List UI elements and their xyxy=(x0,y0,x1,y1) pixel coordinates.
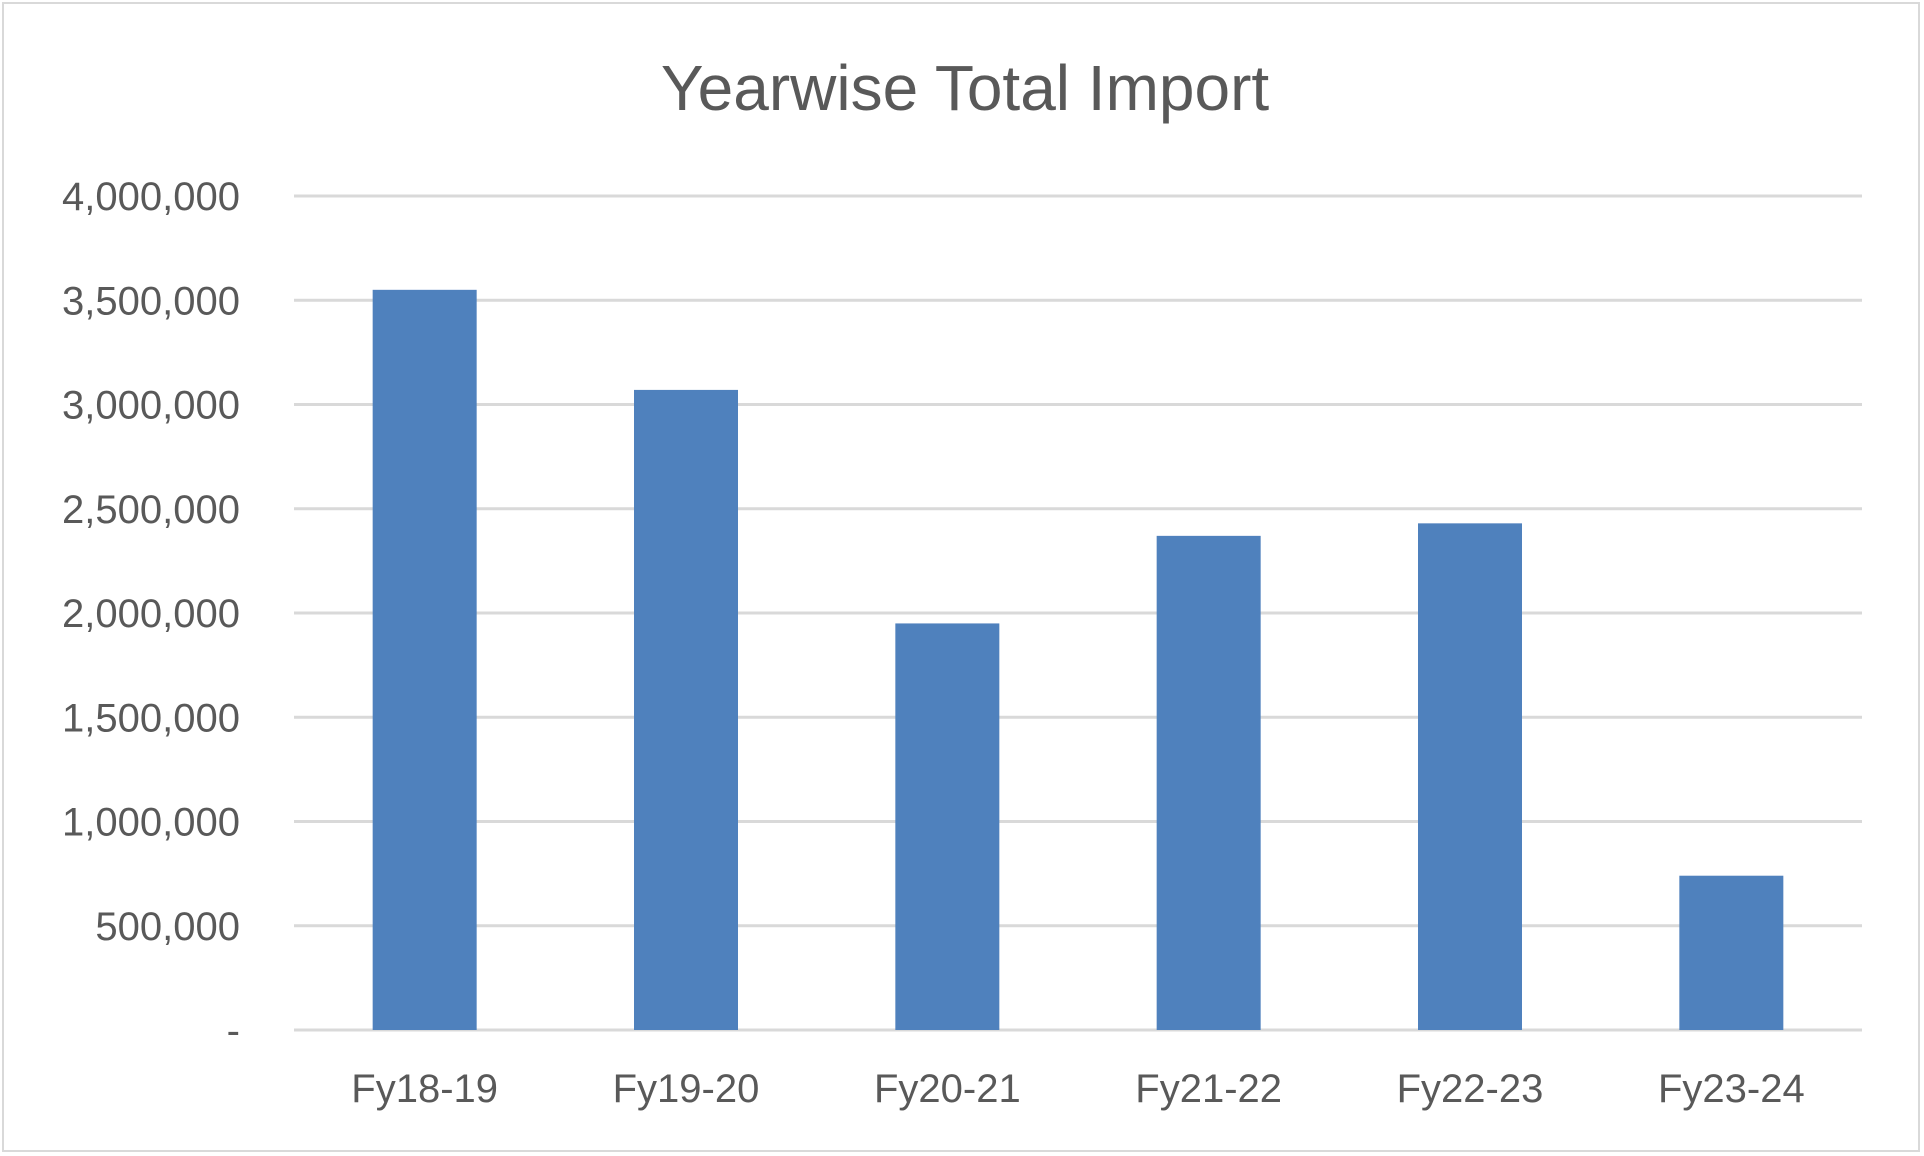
chart-title: Yearwise Total Import xyxy=(661,52,1270,124)
bars xyxy=(372,289,1784,1030)
x-category-label: Fy20-21 xyxy=(874,1067,1021,1111)
x-category-label: Fy18-19 xyxy=(351,1067,498,1111)
y-tick-label: 3,500,000 xyxy=(62,279,240,323)
y-tick-label: 2,500,000 xyxy=(62,488,240,532)
y-tick-label: 3,000,000 xyxy=(62,384,240,428)
x-category-label: Fy23-24 xyxy=(1658,1067,1805,1111)
bar-fy21-22 xyxy=(1156,535,1261,1030)
y-axis-tick-labels: - 500,000 1,000,000 1,500,000 2,000,000 2,500… xyxy=(62,175,240,1053)
bar-fy19-20 xyxy=(634,389,738,1030)
x-category-label: Fy21-22 xyxy=(1135,1067,1282,1111)
y-tick-label: 1,000,000 xyxy=(62,801,240,845)
y-tick-label: 500,000 xyxy=(95,905,240,949)
x-category-label: Fy22-23 xyxy=(1397,1067,1544,1111)
x-category-label: Fy19-20 xyxy=(613,1067,760,1111)
bar-fy18-19 xyxy=(372,289,477,1030)
y-tick-label: - xyxy=(227,1009,240,1053)
bar-fy23-24 xyxy=(1679,875,1784,1030)
gridlines xyxy=(294,194,1862,1032)
y-tick-label: 2,000,000 xyxy=(62,592,240,636)
bar-fy20-21 xyxy=(895,623,1000,1030)
x-axis-category-labels: Fy18-19 Fy19-20 Fy20-21 Fy21-22 Fy22-23 Fy23-… xyxy=(351,1067,1804,1111)
bar-fy22-23 xyxy=(1418,523,1522,1030)
y-tick-label: 4,000,000 xyxy=(62,175,240,219)
y-tick-label: 1,500,000 xyxy=(62,696,240,740)
